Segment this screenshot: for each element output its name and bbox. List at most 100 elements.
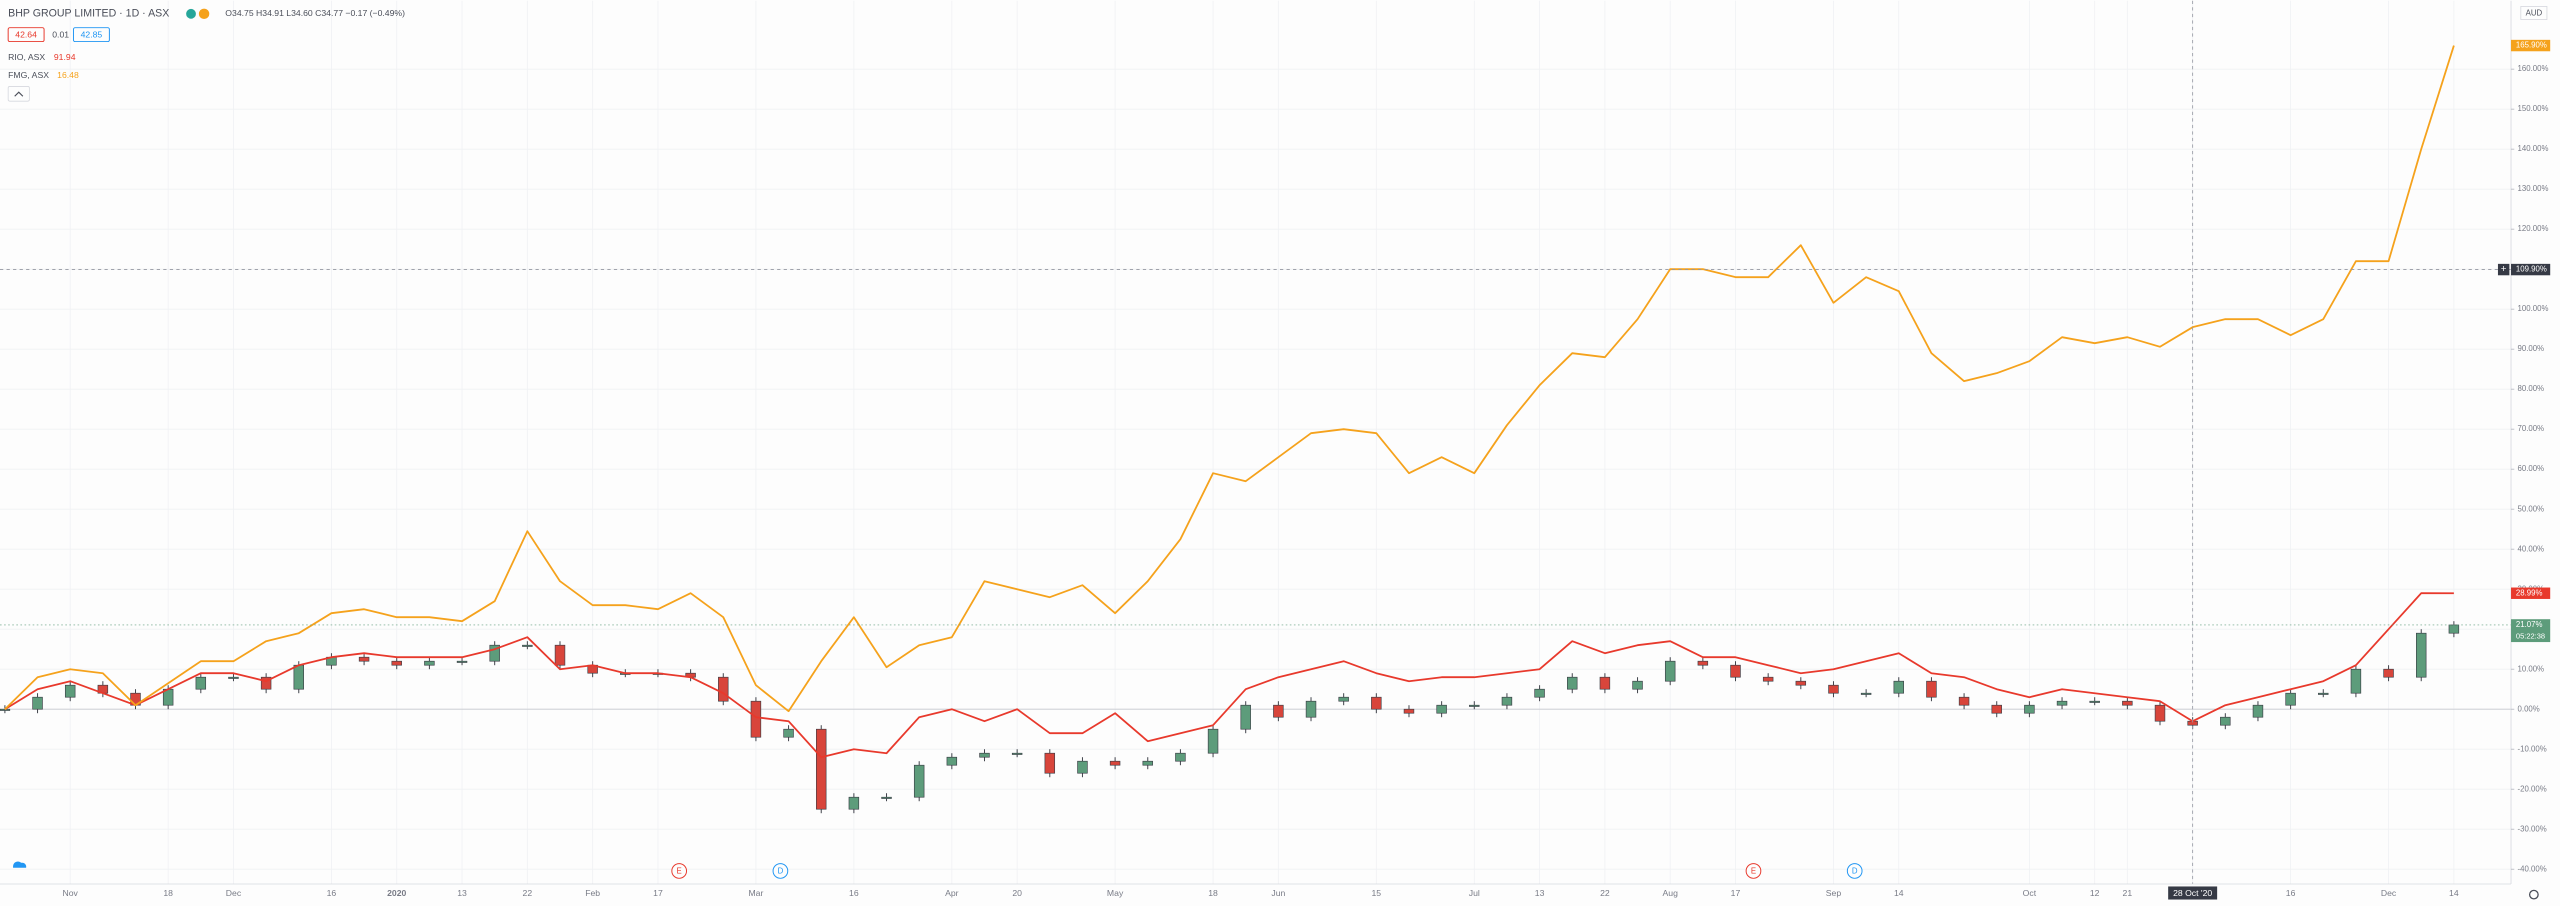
candle-body [1893, 680, 1904, 694]
candle-body [1599, 676, 1611, 690]
candle-body [1436, 704, 1447, 714]
y-tick-label: 140.00% [2518, 144, 2549, 153]
candle-body [1860, 692, 1872, 695]
candle-body [260, 676, 272, 690]
add-icon: + [2501, 264, 2507, 275]
candle-body [1664, 660, 1676, 682]
candle-body [2448, 624, 2460, 634]
candle-body [816, 728, 827, 810]
ohlc: O34.75 H34.91 L34.60 C34.77 −0.17 (−0.49… [225, 8, 405, 18]
x-tick-label: Sep [1826, 888, 1842, 898]
candle-body [2089, 700, 2100, 703]
candle-body [489, 644, 500, 662]
x-tick-label: Dec [2381, 888, 2397, 898]
candle-body [946, 756, 958, 766]
candle-body [1828, 684, 1839, 694]
event-marker[interactable] [1745, 863, 1762, 879]
candle-body [913, 764, 925, 798]
x-tick-label: 18 [163, 888, 173, 898]
y-tick-label: 100.00% [2518, 304, 2549, 313]
x-tick-label: 18 [1208, 888, 1218, 898]
y-tick-label: 10.00% [2518, 664, 2545, 673]
y-tick-label: 70.00% [2518, 424, 2545, 433]
status-dot [186, 8, 196, 19]
y-tick-label: -30.00% [2518, 824, 2547, 833]
candle-body [2024, 704, 2035, 714]
spread: 0.01 [52, 29, 69, 39]
candle-body [1730, 664, 1741, 678]
collapse-icon [14, 91, 24, 97]
x-tick-label: May [1107, 888, 1124, 898]
y-tick-label: 90.00% [2518, 344, 2545, 353]
y-tick-label: 50.00% [2518, 504, 2545, 513]
y-tick-label: 40.00% [2518, 544, 2545, 553]
candle-body [424, 660, 435, 666]
candle-body [2416, 632, 2427, 678]
candle-body [1958, 696, 1970, 706]
x-tick-label: 20 [1012, 888, 1022, 898]
last-value-box [2511, 587, 2551, 599]
x-tick-label: 21 [2123, 888, 2133, 898]
candle-body [64, 684, 76, 698]
candle-body [979, 752, 990, 758]
ask-box[interactable] [72, 27, 110, 43]
price-axis [2511, 0, 2560, 906]
y-tick-label: 120.00% [2518, 224, 2549, 233]
add-button[interactable] [2497, 263, 2510, 276]
candle-body [293, 664, 304, 690]
y-tick-label: 160.00% [2518, 64, 2549, 73]
x-tick-label: Oct [2023, 888, 2037, 898]
event-marker[interactable] [1846, 863, 1863, 879]
candle-body [750, 700, 762, 738]
x-tick-label: Mar [748, 888, 763, 898]
delay-badge [198, 8, 210, 20]
y-tick-label: -20.00% [2518, 784, 2547, 793]
x-tick-label: 17 [1731, 888, 1741, 898]
collapse-button[interactable] [7, 86, 30, 102]
candle-body [2056, 700, 2068, 706]
candle-body [2220, 716, 2231, 726]
currency: AUD [2526, 9, 2543, 18]
x-tick-label: 22 [523, 888, 533, 898]
y-tick-label: -10.00% [2518, 744, 2547, 753]
x-tick-label: 16 [327, 888, 337, 898]
x-tick-label: 2020 [387, 888, 406, 898]
candle-body [1240, 704, 1251, 730]
ask: 42.85 [81, 29, 103, 39]
candle-body [1109, 760, 1121, 766]
event-marker[interactable] [772, 863, 789, 879]
event-marker[interactable] [671, 863, 688, 879]
currency-box[interactable] [2520, 6, 2548, 20]
compare-line [4, 592, 2454, 759]
x-tick-label: 13 [1535, 888, 1545, 898]
candle-body [228, 676, 239, 679]
last-price-label: 21.07% [2516, 620, 2543, 629]
y-tick-label: 130.00% [2518, 184, 2549, 193]
candle-body [1469, 704, 1480, 707]
compare-line [4, 45, 2455, 713]
x-tick-label: Aug [1663, 888, 1679, 898]
candle-body [783, 728, 794, 738]
candle-body [1795, 680, 1807, 686]
candle-body [1273, 704, 1284, 718]
x-tick-label: 14 [2449, 888, 2459, 898]
candle-body [1305, 700, 1317, 718]
bid-box[interactable] [7, 27, 45, 43]
y-tick-label: 0.00% [2518, 704, 2540, 713]
cloud-icon[interactable] [13, 861, 27, 868]
countdown: 05:22:38 [2516, 631, 2545, 640]
legend-value: 91.94 [54, 52, 76, 62]
x-tick-label: 12 [2090, 888, 2100, 898]
candle-body [195, 676, 207, 690]
plot [0, 0, 2512, 885]
x-tick-label: 17 [653, 888, 663, 898]
settings-icon[interactable] [2528, 889, 2539, 900]
candle-body [554, 644, 566, 666]
candle-body [1501, 696, 1513, 706]
last-value-label: 165.90% [2516, 41, 2547, 50]
x-tick-label: 13 [457, 888, 467, 898]
legend-name: RIO, ASX [8, 52, 45, 62]
candle-body [2154, 704, 2166, 722]
